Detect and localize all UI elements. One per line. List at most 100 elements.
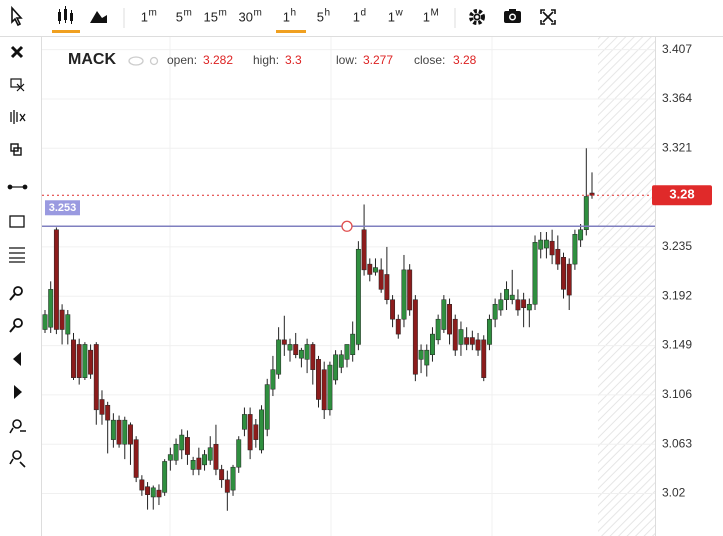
candle-body [207, 447, 213, 461]
candle-body [65, 314, 71, 335]
candle-body [173, 443, 179, 461]
interval-button[interactable]: 15 m [204, 8, 227, 25]
candle-body [128, 424, 133, 445]
interval-value: 15 [204, 9, 218, 24]
candle-body [526, 304, 532, 311]
candle-body [373, 267, 378, 273]
line-label: 3.253 [49, 202, 77, 214]
y-tick-label: 3.407 [662, 42, 692, 56]
candle-body [190, 460, 196, 470]
candle-body [179, 434, 185, 451]
y-tick-label: 3.192 [662, 288, 692, 302]
candle-body [310, 344, 316, 370]
zoom-out-tool[interactable] [9, 318, 23, 333]
candle-body [287, 344, 293, 351]
candle-body [76, 344, 82, 378]
candle-body [475, 339, 481, 351]
candle-body [338, 354, 344, 368]
candle-body [321, 369, 327, 411]
candle-body [293, 344, 299, 356]
candle-body [464, 337, 470, 345]
candle-body [110, 419, 116, 440]
fullscreen-button[interactable] [540, 9, 556, 25]
candle-body [71, 339, 76, 378]
y-tick-label: 3.235 [662, 239, 692, 253]
line-handle[interactable] [341, 220, 353, 232]
erase-tool[interactable] [10, 110, 26, 124]
candle-body [447, 304, 453, 335]
pointer-button[interactable] [11, 5, 23, 27]
candle-body [276, 339, 282, 375]
candle-body [481, 339, 487, 378]
screenshot-button[interactable] [504, 9, 521, 23]
candle-body [213, 443, 219, 470]
zoom-y-tool[interactable] [9, 450, 26, 468]
interval-value: 1 [353, 9, 360, 24]
interval-unit: w [395, 8, 404, 19]
candle-body [88, 349, 94, 375]
plot: 3.253 [42, 148, 655, 511]
rect-tool[interactable] [9, 215, 25, 228]
candle-body [561, 256, 566, 290]
candle-body [555, 248, 561, 265]
candle-body [145, 486, 151, 495]
candle-body [122, 419, 128, 445]
candle-body [578, 229, 584, 241]
close-tool[interactable] [10, 45, 24, 59]
price-axis: 3.407 3.364 3.321 3.235 3.192 3.149 3.106 3.063… [652, 42, 712, 500]
zoom-in-tool[interactable] [9, 286, 23, 301]
candle-body [384, 274, 390, 300]
candle-body [133, 439, 139, 478]
interval-value: 1 [141, 9, 148, 24]
area-button[interactable] [90, 11, 107, 23]
candle-body [105, 404, 111, 421]
candle-body [430, 333, 435, 356]
settings-button[interactable] [469, 9, 485, 25]
candle-body [82, 344, 88, 378]
interval-button[interactable]: 30 m [239, 8, 262, 25]
candle-body [270, 369, 276, 390]
interval-value: 1 [388, 9, 395, 24]
candle-body [116, 419, 122, 445]
candle-body [521, 299, 527, 308]
candles-button[interactable] [52, 6, 80, 33]
candle-body [538, 239, 544, 250]
zoom-x-tool[interactable] [9, 419, 26, 434]
scroll-right-tool[interactable] [14, 385, 22, 399]
candle-body [583, 196, 589, 230]
line-tool[interactable] [7, 184, 28, 190]
candle-body [42, 314, 48, 330]
copy-tool[interactable] [10, 143, 22, 156]
select-tool[interactable] [10, 78, 25, 92]
candle-body [367, 263, 373, 275]
candle-body [316, 359, 321, 400]
fib-tool[interactable] [9, 247, 25, 263]
interval-unit: m [184, 8, 192, 19]
candle-body [219, 469, 225, 481]
candle-body [486, 318, 492, 345]
candle-body [344, 344, 350, 360]
candle-body [412, 299, 418, 375]
candle-body [327, 364, 333, 411]
interval-unit: m [219, 8, 227, 19]
candle-body [572, 234, 578, 265]
interval-value: 5 [317, 9, 324, 24]
candle-body [492, 304, 498, 320]
low-value: 3.277 [363, 53, 393, 67]
y-tick-label: 3.106 [662, 387, 692, 401]
interval-unit: M [431, 8, 439, 19]
candle-body [441, 299, 447, 330]
candle-body [281, 339, 287, 345]
scroll-left-tool[interactable] [13, 352, 21, 366]
grid [42, 37, 655, 536]
candle-body [543, 239, 549, 249]
candle-body [407, 269, 413, 311]
